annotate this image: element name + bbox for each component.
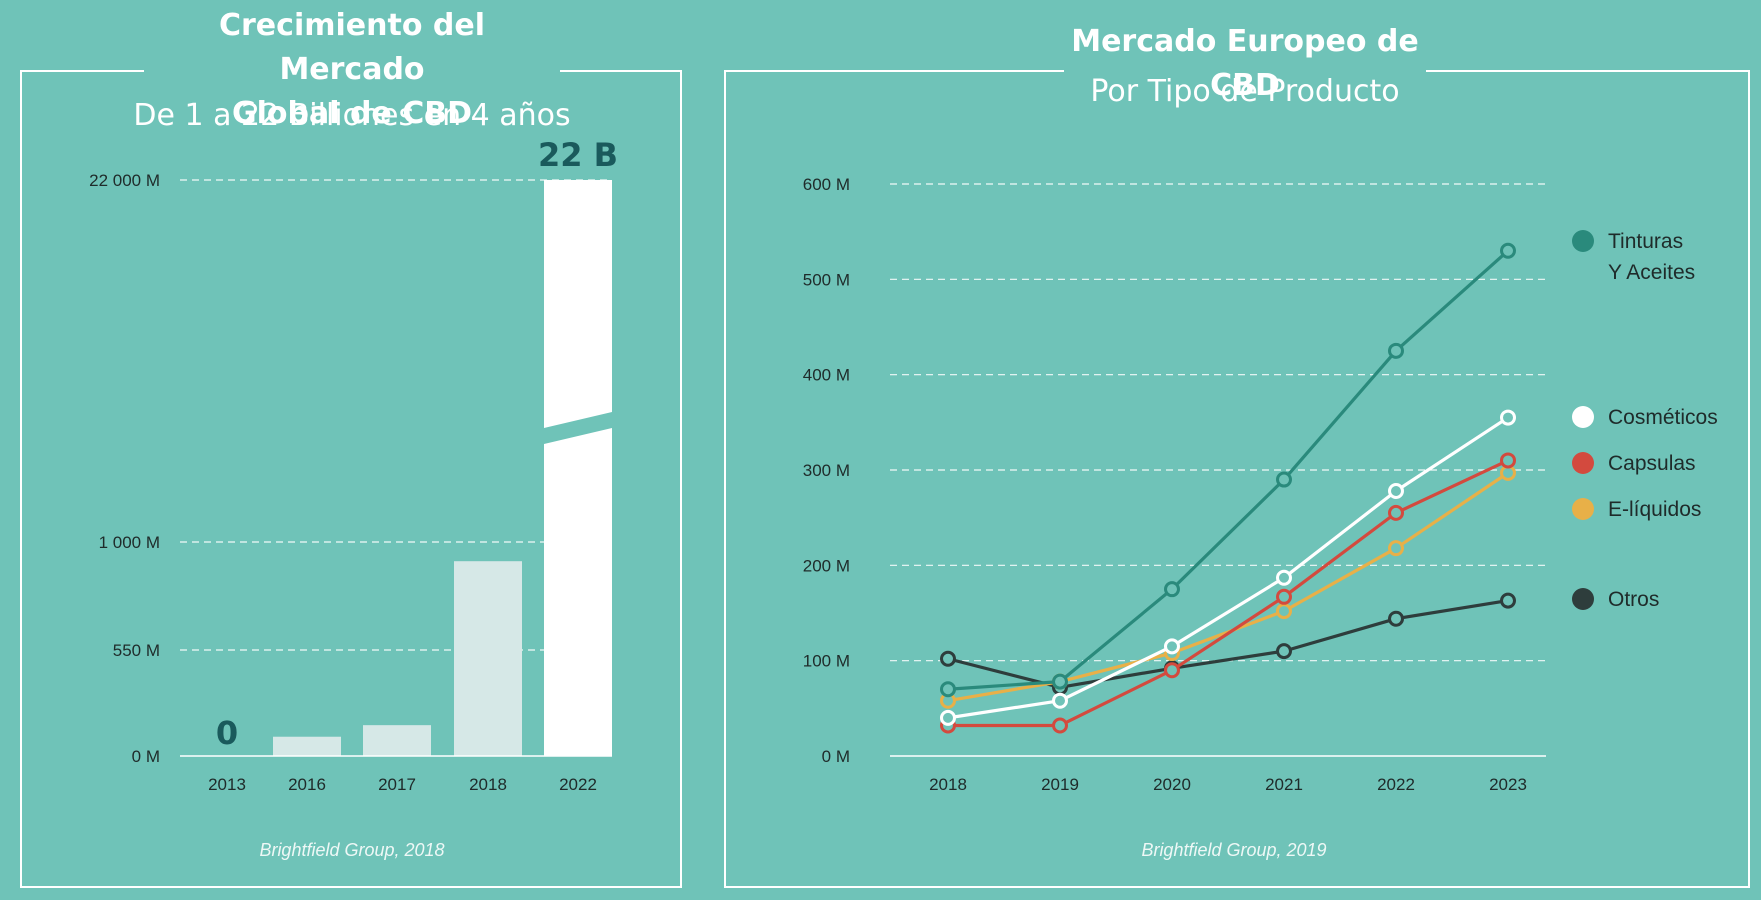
point-cosm-ticos-2018 [940,709,956,726]
point-otros-2022 [1388,610,1404,627]
bar-x-label-2022: 2022 [559,775,597,794]
bar-x-label-2017: 2017 [378,775,416,794]
point-capsulas-2019 [1052,717,1068,734]
bar-2017 [363,725,431,756]
line-y-tick-label-1: 100 M [803,652,850,671]
right-panel-top-border-left [724,70,1064,72]
line-y-tick-label-4: 400 M [803,366,850,385]
point-tinturas-2021 [1276,471,1292,488]
right-panel-top-border-right [1426,70,1750,72]
bar-2022-data-label: 22 B [538,136,618,174]
point-tinturas-2022 [1388,342,1404,359]
legend-item-e-l-quidos: E-líquidos [1572,494,1701,525]
left-title-line2: Global de CBD [231,96,472,131]
point-capsulas-2020 [1164,662,1180,679]
point-otros-2018 [940,650,956,667]
right-chart-title: Mercado Europeo de CBD [1071,24,1419,103]
point-cosm-ticos-2021 [1276,569,1292,586]
left-source: Brightfield Group, 2018 [259,840,445,860]
right-chart-subtitle: Por Tipo de Producto [1090,74,1400,109]
point-e-l-quidos-2021 [1276,603,1292,620]
bar-2016 [273,736,341,756]
legend-swatch-e-l-quidos [1572,498,1594,520]
bar-2022 [544,428,612,756]
point-otros-2021 [1276,643,1292,660]
legend-item-cosm-ticos: Cosméticos [1572,402,1718,433]
series-line-e-l-quidos [947,471,1509,703]
line-y-tick-label-5: 500 M [803,270,850,289]
point-tinturas-2018 [940,681,956,698]
series-line-cosm-ticos [947,416,1509,720]
line-y-tick-label-0: 0 M [822,747,850,766]
legend-swatch-capsulas [1572,452,1594,474]
series-capsulas [940,452,1516,734]
line-x-label-2021: 2021 [1265,775,1303,794]
line-x-label-2022: 2022 [1377,775,1415,794]
series-e-l-quidos [940,464,1516,709]
right-panel-frame [724,70,1750,888]
point-tinturas-2019 [1052,673,1068,690]
legend-swatch-tinturas [1572,230,1594,252]
legend-swatch-cosm-ticos [1572,406,1594,428]
legend-label-otros: Otros [1608,588,1660,611]
line-y-tick-label-6: 600 M [803,175,850,194]
legend-item-otros: Otros [1572,584,1659,615]
left-chart-subtitle: De 1 a 22 Billiones en 4 años [133,98,571,133]
legend-label-cosm-ticos: Cosméticos [1608,406,1718,429]
legend-label-capsulas: Capsulas [1608,452,1696,475]
bar-x-label-2016: 2016 [288,775,326,794]
legend-label-e-l-quidos: E-líquidos [1608,498,1702,521]
point-otros-2023 [1500,592,1516,609]
line-x-label-2023: 2023 [1489,775,1527,794]
left-chart-title: Crecimiento del Mercado Global de CBD [150,4,554,136]
line-x-label-2018: 2018 [929,775,967,794]
legend-item-tinturas: Tinturas Y Aceites [1572,226,1695,288]
bar-y-tick-label-0: 0 M [132,747,160,766]
line-x-label-2020: 2020 [1153,775,1191,794]
bar-y-tick-label-1: 550 M [113,641,160,660]
point-cosm-ticos-2019 [1052,692,1068,709]
legend-swatch-otros [1572,588,1594,610]
line-x-label-2019: 2019 [1041,775,1079,794]
bar-2018 [454,561,522,756]
point-tinturas-2023 [1500,242,1516,259]
point-cosm-ticos-2023 [1500,409,1516,426]
point-capsulas-2022 [1388,504,1404,521]
point-capsulas-2023 [1500,452,1516,469]
bar-2022-upper [544,180,612,428]
legend-item-capsulas: Capsulas [1572,448,1696,479]
bar-2013-data-label: 0 [216,714,238,752]
series-line-capsulas [948,459,1509,728]
point-cosm-ticos-2020 [1164,638,1180,655]
bar-x-label-2013: 2013 [208,775,246,794]
legend-label-tinturas: Tinturas Y Aceites [1608,230,1696,284]
line-y-tick-label-2: 200 M [803,556,850,575]
left-title-line1: Crecimiento del Mercado [219,8,485,87]
left-panel-frame [20,70,682,888]
bar-y-tick-label-2: 1 000 M [99,533,160,552]
bar-x-label-2018: 2018 [469,775,507,794]
point-cosm-ticos-2022 [1388,482,1404,499]
series-line-tinturas [947,249,1510,691]
series-otros [940,592,1516,696]
line-y-tick-label-3: 300 M [803,461,850,480]
series-cosm-ticos [940,409,1516,726]
point-tinturas-2020 [1164,581,1180,598]
left-panel-top-border-right [560,70,682,72]
right-source: Brightfield Group, 2019 [1141,840,1327,860]
series-tinturas [940,242,1516,698]
bar-y-tick-label-3: 22 000 M [89,171,160,190]
point-e-l-quidos-2022 [1388,540,1404,557]
left-panel-top-border-left [20,70,144,72]
point-capsulas-2021 [1276,588,1292,605]
